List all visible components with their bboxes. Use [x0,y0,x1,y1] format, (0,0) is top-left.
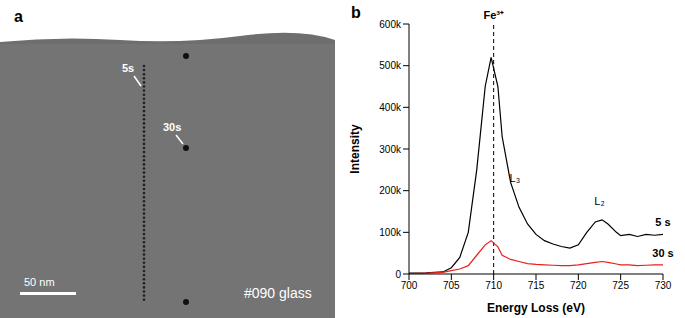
svg-text:725: 725 [612,280,629,291]
svg-text:200k: 200k [379,185,402,196]
svg-text:730: 730 [655,280,672,291]
svg-text:500k: 500k [379,60,402,71]
svg-text:600k: 600k [379,19,402,30]
html-text:b: b [351,4,361,21]
svg-text:300k: 300k [379,144,402,155]
svg-text:a: a [14,8,23,25]
svg-text:L₃: L₃ [510,172,521,184]
svg-text:5 s: 5 s [655,216,670,228]
svg-text:5s: 5s [122,62,134,74]
svg-text:Energy Loss (eV): Energy Loss (eV) [487,301,585,315]
svg-text:0: 0 [395,269,401,280]
svg-text:Fe³⁺: Fe³⁺ [483,9,504,21]
svg-text:100k: 100k [379,227,402,238]
svg-text:400k: 400k [379,102,402,113]
svg-text:L₂: L₂ [594,195,604,207]
svg-text:Intensity: Intensity [348,124,362,174]
svg-text:700: 700 [401,280,418,291]
svg-text:705: 705 [443,280,460,291]
svg-text:#090 glass: #090 glass [244,285,312,301]
svg-text:30s: 30s [163,121,181,133]
svg-text:720: 720 [570,280,587,291]
svg-text:50 nm: 50 nm [24,276,55,288]
svg-text:710: 710 [485,280,502,291]
svg-text:715: 715 [528,280,545,291]
svg-text:30 s: 30 s [652,247,673,259]
